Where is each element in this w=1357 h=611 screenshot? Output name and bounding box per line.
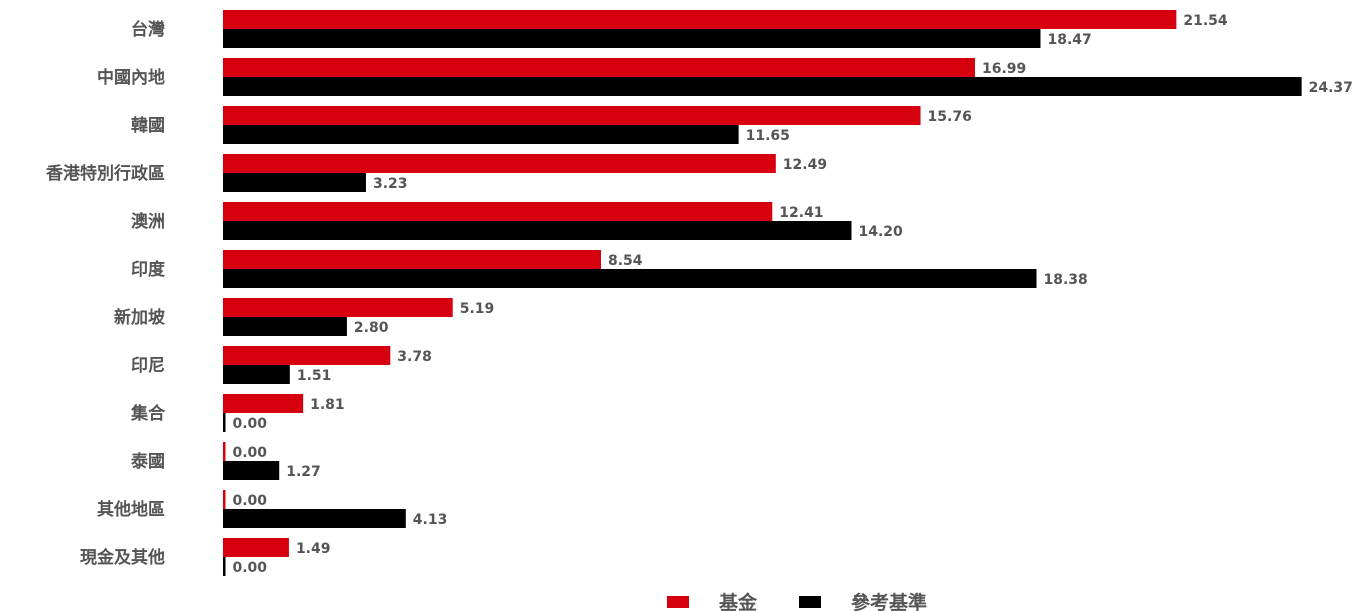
- fund-bar: [223, 490, 226, 509]
- benchmark-bar: [223, 557, 226, 576]
- fund-value-label: 0.00: [233, 445, 268, 461]
- benchmark-value-label: 2.80: [354, 320, 389, 336]
- fund-bar: [223, 202, 773, 221]
- fund-value-label: 8.54: [608, 253, 643, 269]
- legend-label-fund: 基金: [718, 591, 758, 611]
- category-label: 新加坡: [114, 307, 165, 328]
- benchmark-bar: [223, 269, 1037, 288]
- benchmark-value-label: 1.51: [297, 368, 332, 384]
- category-label: 集合: [130, 403, 166, 424]
- benchmark-value-label: 3.23: [373, 176, 408, 192]
- fund-bar: [223, 394, 304, 413]
- bars: [223, 10, 1302, 576]
- benchmark-bar: [223, 413, 226, 432]
- fund-value-label: 12.49: [783, 157, 827, 173]
- fund-bar: [223, 538, 289, 557]
- fund-bar: [223, 250, 601, 269]
- fund-bar: [223, 346, 391, 365]
- fund-bar: [223, 298, 453, 317]
- fund-value-label: 21.54: [1183, 13, 1228, 29]
- category-label: 其他地區: [97, 499, 165, 520]
- fund-value-label: 16.99: [982, 61, 1026, 77]
- value-labels: 21.54 18.47 16.99 24.37 15.76 11.65 12.49 3.23 1…: [233, 13, 1353, 576]
- category-label: 現金及其他: [80, 547, 165, 568]
- benchmark-bar: [223, 221, 852, 240]
- benchmark-bar: [223, 29, 1041, 48]
- benchmark-bar: [223, 77, 1302, 96]
- benchmark-value-label: 1.27: [286, 464, 321, 480]
- category-label: 台灣: [131, 19, 165, 40]
- fund-value-label: 1.49: [296, 541, 331, 557]
- fund-bar: [223, 106, 921, 125]
- benchmark-value-label: 0.00: [233, 416, 268, 432]
- fund-value-label: 1.81: [310, 397, 345, 413]
- fund-bar: [223, 154, 776, 173]
- benchmark-value-label: 11.65: [746, 128, 790, 144]
- benchmark-value-label: 14.20: [858, 224, 903, 240]
- fund-bar: [223, 442, 226, 461]
- benchmark-value-label: 18.47: [1047, 32, 1091, 48]
- category-label: 澳洲: [131, 211, 165, 232]
- legend-swatch-fund: [667, 596, 689, 608]
- benchmark-bar: [223, 461, 280, 480]
- fund-bar: [223, 58, 975, 77]
- benchmark-bar: [223, 509, 406, 528]
- benchmark-bar: [223, 173, 366, 192]
- fund-value-label: 3.78: [397, 349, 432, 365]
- fund-value-label: 12.41: [779, 205, 823, 221]
- fund-value-label: 5.19: [460, 301, 495, 317]
- fund-value-label: 0.00: [233, 493, 268, 509]
- benchmark-value-label: 4.13: [413, 512, 448, 528]
- category-label: 香港特別行政區: [46, 163, 165, 184]
- benchmark-bar: [223, 317, 347, 336]
- category-label: 印尼: [131, 356, 165, 376]
- benchmark-value-label: 18.38: [1043, 272, 1087, 288]
- benchmark-bar: [223, 365, 290, 384]
- legend-swatch-benchmark: [799, 596, 821, 608]
- fund-value-label: 15.76: [928, 109, 972, 125]
- category-label: 韓國: [131, 115, 165, 136]
- benchmark-value-label: 24.37: [1309, 80, 1353, 96]
- fund-bar: [223, 10, 1177, 29]
- category-label: 印度: [131, 259, 166, 280]
- benchmark-value-label: 0.00: [233, 560, 268, 576]
- legend-label-benchmark: 參考基準: [851, 591, 927, 611]
- category-label: 中國內地: [97, 67, 165, 88]
- legend: 基金 參考基準: [667, 591, 927, 611]
- benchmark-bar: [223, 125, 739, 144]
- category-label: 泰國: [131, 451, 165, 472]
